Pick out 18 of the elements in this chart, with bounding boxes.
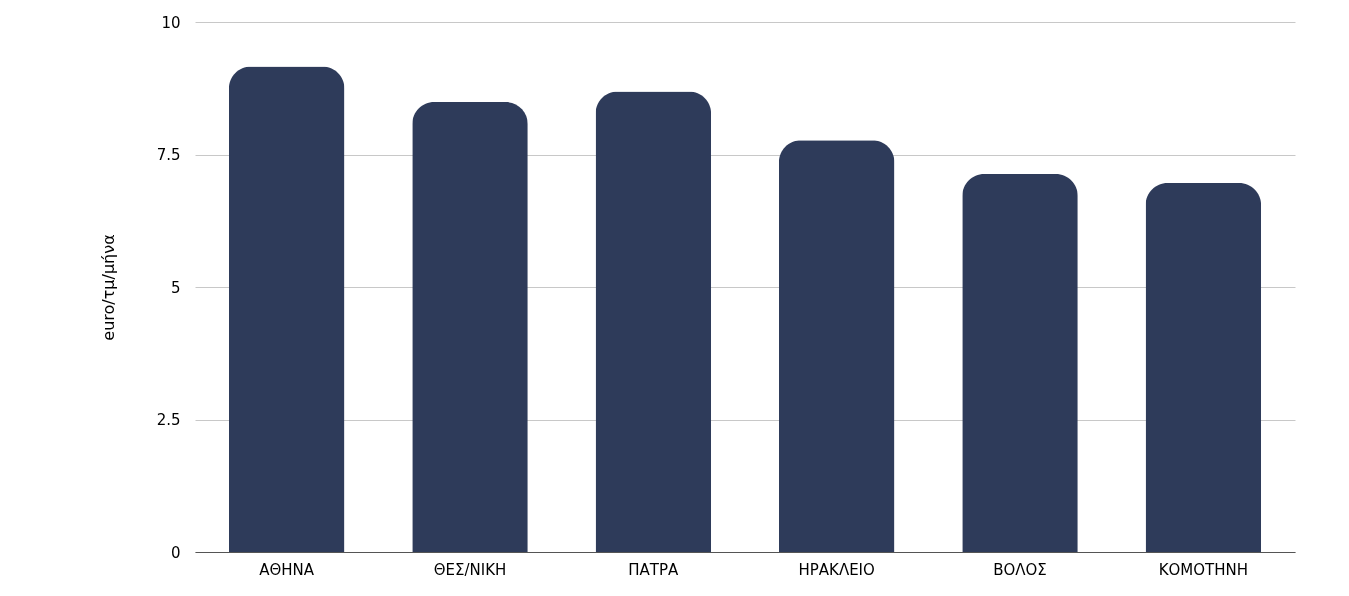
bar (1145, 183, 1262, 552)
x-tick-label: ΑΘΗΝΑ (259, 560, 315, 579)
x-tick-label: ΚΟΜΟΤΗΝΗ (1158, 560, 1249, 579)
bar (228, 66, 345, 552)
y-tick-label: 7.5 (156, 146, 181, 164)
y-tick-label: 2.5 (156, 411, 181, 429)
x-tick-label: ΘΕΣ/ΝΙΚΗ (433, 560, 507, 579)
y-tick-label: 5 (170, 278, 181, 297)
y-tick-label: 0 (170, 543, 181, 562)
x-tick-label: ΒΟΛΟΣ (993, 560, 1047, 579)
bar (412, 102, 528, 552)
y-tick-label: 10 (161, 13, 181, 32)
bar (595, 91, 712, 552)
bar (962, 174, 1078, 552)
bar (778, 140, 895, 552)
x-tick-label: ΠΑΤΡΑ (628, 560, 680, 579)
y-axis-title: euro/τμ/μήνα (98, 234, 118, 341)
x-tick-label: ΗΡΑΚΛΕΙΟ (798, 560, 875, 579)
